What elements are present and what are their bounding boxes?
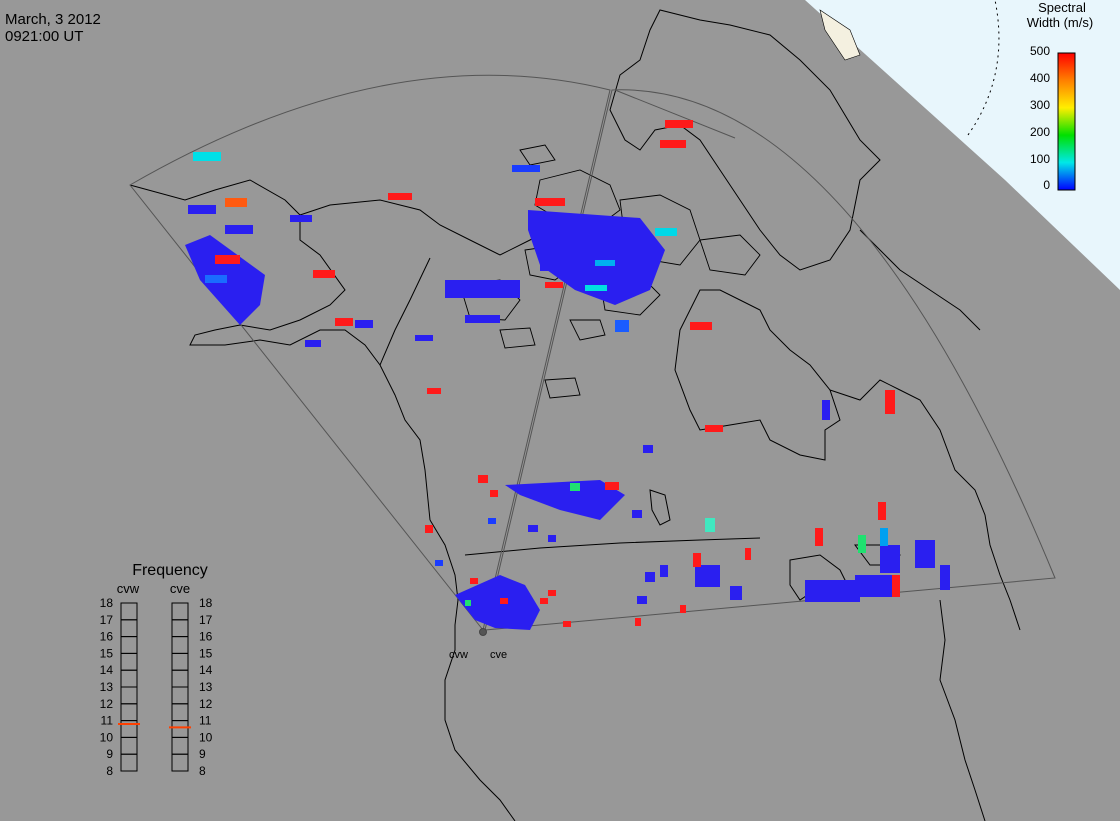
backscatter-prairie-cluster [425,475,715,566]
backscatter-beaufort-cluster [388,165,540,394]
frequency-tick-label: 15 [100,646,114,660]
backscatter-near-radar-cluster [455,575,571,630]
frequency-tick-label: 13 [199,680,213,694]
frequency-tick-label: 17 [199,613,213,627]
colorbar-tick: 300 [1030,98,1050,112]
alaska-canada-border [379,257,431,366]
colorbar-tick: 100 [1030,152,1050,166]
frequency-tick-label: 14 [100,663,114,677]
frequency-tick-label: 15 [199,646,213,660]
frequency-tick-label: 10 [199,730,213,744]
frequency-tick-label: 9 [199,747,206,761]
frequency-tick-label: 16 [100,630,114,644]
lake-winnipeg [649,489,671,526]
quebec-coast [859,229,981,331]
polar-cap-region [805,0,1120,290]
frequency-tick-label: 9 [106,747,113,761]
frequency-radar-label-cve: cve [170,581,190,596]
date-label: March, 3 2012 [5,11,101,28]
frequency-tick-label: 10 [100,730,114,744]
spectral-width-colorbar: Spectral Width (m/s) 500 400 300 200 100… [1027,0,1093,192]
frequency-scale-left: 18 17 16 15 14 13 12 11 10 9 8 [100,596,114,778]
frequency-scale-cell [171,753,189,772]
frequency-tick-label: 18 [199,596,213,610]
fov-range-line [614,89,736,139]
frequency-title: Frequency [132,562,208,579]
pacific-coastline [429,519,516,821]
backscatter-arctic-cluster [528,198,677,332]
political-boundaries [379,257,761,556]
timestamp-header: March, 3 2012 0921:00 UT [5,11,101,45]
arctic-coastline [299,199,561,256]
colorbar-tick: 0 [1043,178,1050,192]
colorbar-tick: 200 [1030,125,1050,139]
radar-site-label-cvw: cvw [449,649,468,661]
fov-outlines [129,74,1056,631]
radar-site-marker [479,628,487,636]
frequency-tick-label: 12 [199,697,213,711]
frequency-tick-label: 16 [199,630,213,644]
hudson-bay-coast [674,289,841,461]
frequency-panel: Frequency cvw cve 18 17 16 15 14 13 12 11 10 9 8 1… [100,562,213,778]
frequency-tick-label: 11 [101,714,114,728]
cvw-fov [129,74,611,631]
alaska-coastline [129,179,431,521]
frequency-tick-label: 8 [106,764,113,778]
frequency-tick-label: 13 [100,680,114,694]
frequency-tick-label: 11 [199,714,212,728]
colorbar-tick: 400 [1030,71,1050,85]
frequency-scale-right: 18 17 16 15 14 13 12 11 10 9 8 [199,596,213,778]
frequency-scale-cell [120,753,138,772]
frequency-tick-label: 12 [100,697,114,711]
atlantic-coastline [939,599,986,821]
frequency-tick-label: 18 [100,596,114,610]
backscatter-eastern-cluster [635,502,950,626]
colorbar-tick: 500 [1030,44,1050,58]
labrador-coast [829,379,1021,631]
frequency-radar-label-cvw: cvw [117,581,140,596]
colorbar-gradient [1057,52,1076,191]
time-label: 0921:00 UT [5,28,83,45]
colorbar-title-line1: Spectral [1038,0,1086,15]
frequency-tick-label: 8 [199,764,206,778]
radar-sites: cvw cve [449,628,507,661]
greenland-tip-land [819,9,861,61]
frequency-tick-label: 14 [199,663,213,677]
radar-site-label-cve: cve [490,649,507,661]
us-canada-border [464,537,761,556]
frequency-tick-label: 17 [100,613,114,627]
backscatter-alaska-cluster [185,152,373,347]
backscatter-baffin-cluster [643,120,895,453]
frequency-bars [118,602,191,772]
cve-fov [484,89,1056,631]
colorbar-title-line2: Width (m/s) [1027,15,1093,30]
